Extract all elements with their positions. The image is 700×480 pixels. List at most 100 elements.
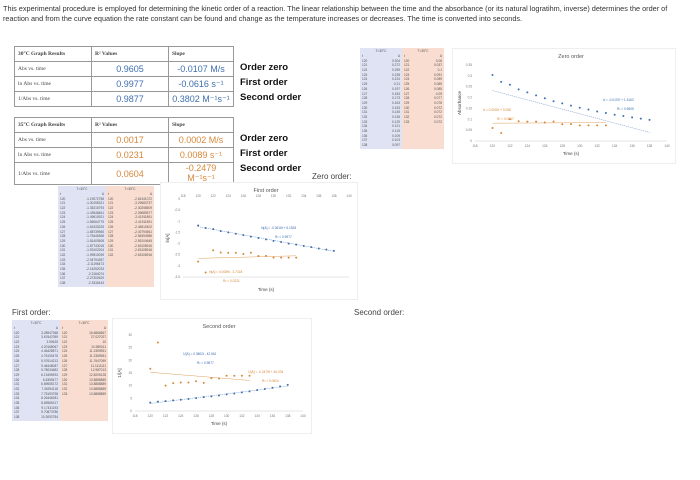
zero-order-chart: Zero order 118 120 122 124 126 128 130 132 134 136…	[452, 48, 676, 164]
absorbance-cell: 0.109	[392, 133, 400, 138]
y-tick-label: -0.5	[175, 208, 181, 212]
data-row: 122 3.90625	[14, 340, 58, 345]
time-cell: 131	[62, 382, 68, 387]
time-cell: 131	[60, 248, 66, 253]
absorbance-cell: 5.46448087	[41, 363, 58, 368]
absorbance-cell: 0.09	[435, 91, 442, 96]
absorbance-cell: 27.027027	[90, 335, 106, 340]
absorbance-cell: -1.93102204	[86, 248, 104, 253]
data-point	[249, 251, 252, 254]
data-row: 129 -2.55104645	[108, 239, 152, 244]
data-column-35c: T=35°C t A 120 -2.81341072 121 -3.29683737 122-…	[106, 186, 154, 287]
absorbance-cell: 4.46428571	[41, 349, 58, 354]
slope-value: 0.3802 M⁻¹s⁻¹	[168, 91, 234, 107]
data-row: 131 0.072	[404, 110, 442, 115]
absorbance-cell: 0.037	[434, 63, 442, 68]
trendline-equation: ln[A] = -0.0616t + 6.1528	[261, 226, 296, 230]
time-cell: 130	[108, 243, 114, 248]
data-point	[164, 384, 167, 387]
data-point	[263, 387, 266, 390]
data-row: 122 10	[62, 340, 106, 345]
x-tick-label: 132	[286, 194, 292, 198]
data-row: 122 0.1	[404, 68, 442, 73]
time-cell: 122	[404, 68, 410, 73]
data-point	[164, 400, 167, 403]
data-point	[234, 232, 237, 235]
data-point	[187, 397, 190, 400]
trendline	[150, 372, 250, 381]
time-cell: 128	[362, 96, 368, 101]
x-tick-label: 138	[647, 144, 653, 148]
data-point	[543, 97, 546, 100]
time-cell: 138	[362, 143, 368, 148]
data-point	[242, 253, 245, 256]
absorbance-cell: 13.8888889	[89, 386, 106, 391]
data-row: 125 0.089	[404, 82, 442, 87]
x-tick-label: 122	[163, 414, 169, 418]
time-cell: 122	[60, 206, 66, 211]
data-point	[517, 120, 520, 123]
zero-order-chart-svg: Zero order 118 120 122 124 126 128 130 132 134 136…	[457, 54, 670, 156]
table-row: Abs vs. time 0.0017 0.0002 M/s	[14, 132, 234, 148]
time-cell: 126	[62, 358, 68, 363]
absorbance-cell: 0.115	[392, 129, 400, 133]
x-tick-label: 124	[525, 144, 531, 148]
data-point	[526, 120, 529, 123]
absorbance-header: A	[103, 326, 106, 330]
y-tick-label: -2	[177, 242, 180, 246]
time-cell: 131	[362, 110, 368, 115]
data-row: 136 -2.2164074	[60, 272, 104, 277]
time-cell: 134	[362, 124, 368, 129]
absorbance-cell: 3.28947368	[41, 330, 58, 335]
r-squared-label: R² = 0.0604	[262, 379, 279, 383]
y-tick-label: 0.1	[468, 117, 473, 121]
data-point	[613, 113, 616, 116]
time-header: t	[404, 54, 405, 58]
data-row: 134 8.26446281	[14, 396, 58, 401]
x-tick-label: 118	[180, 194, 185, 198]
y-tick-label: 0	[470, 139, 472, 143]
time-cell: 121	[60, 201, 66, 206]
time-cell: 138	[14, 415, 20, 420]
r-squared-label: R² = 0.0017	[497, 117, 514, 121]
data-row: 135 8.69565217	[14, 401, 58, 406]
absorbance-header: A	[439, 54, 442, 58]
data-point	[212, 228, 215, 231]
data-row: 120 0.304	[362, 59, 400, 64]
time-cell: 133	[60, 257, 66, 262]
data-column-35c: T=35°C t A 120 16.6666667 121 27.027027 122 10 12…	[60, 320, 108, 421]
row-label: 1/Abs vs. time	[14, 91, 92, 107]
r-squared-label: R² = 0.9977	[275, 235, 292, 239]
absorbance-cell: 0.078	[434, 100, 442, 105]
data-point	[604, 111, 607, 114]
absorbance-cell: 7.75193798	[41, 391, 58, 396]
data-row: 129 6.13496933	[14, 373, 58, 378]
table-header: R² Values	[91, 46, 169, 62]
data-row: 124 -1.49610921	[60, 215, 104, 220]
r-squared-label: R² = 0.0231	[223, 279, 240, 283]
absorbance-cell: 0.097	[392, 143, 400, 148]
absorbance-cell: 8.69565217	[41, 401, 58, 405]
absorbance-cell: -2.63108916	[134, 252, 152, 257]
time-cell: 126	[14, 358, 20, 363]
trendline-equation: 1/[A] = 0.3802t - 42.661	[183, 352, 217, 356]
time-header: t	[108, 192, 109, 196]
data-point	[210, 377, 213, 380]
data-row: 121 0.272	[362, 63, 400, 68]
time-cell: 129	[14, 372, 20, 377]
absorbance-cell: 0.136	[392, 114, 400, 119]
absorbance-cell: 3.90625	[46, 340, 58, 345]
absorbance-cell: 0.089	[434, 77, 442, 82]
data-row: 122 -1.35215793	[60, 206, 104, 211]
data-row: 136 9.17431193	[14, 406, 58, 411]
data-point	[172, 399, 175, 402]
absorbance-cell: -2.46510402	[134, 224, 152, 229]
time-cell: 132	[362, 114, 368, 119]
x-tick-label: 120	[148, 414, 154, 418]
time-cell: 121	[404, 63, 410, 68]
data-row: 138 10.3092784	[14, 415, 58, 420]
time-cell: 121	[62, 335, 68, 340]
data-row: 132 13.8888889	[62, 387, 106, 392]
